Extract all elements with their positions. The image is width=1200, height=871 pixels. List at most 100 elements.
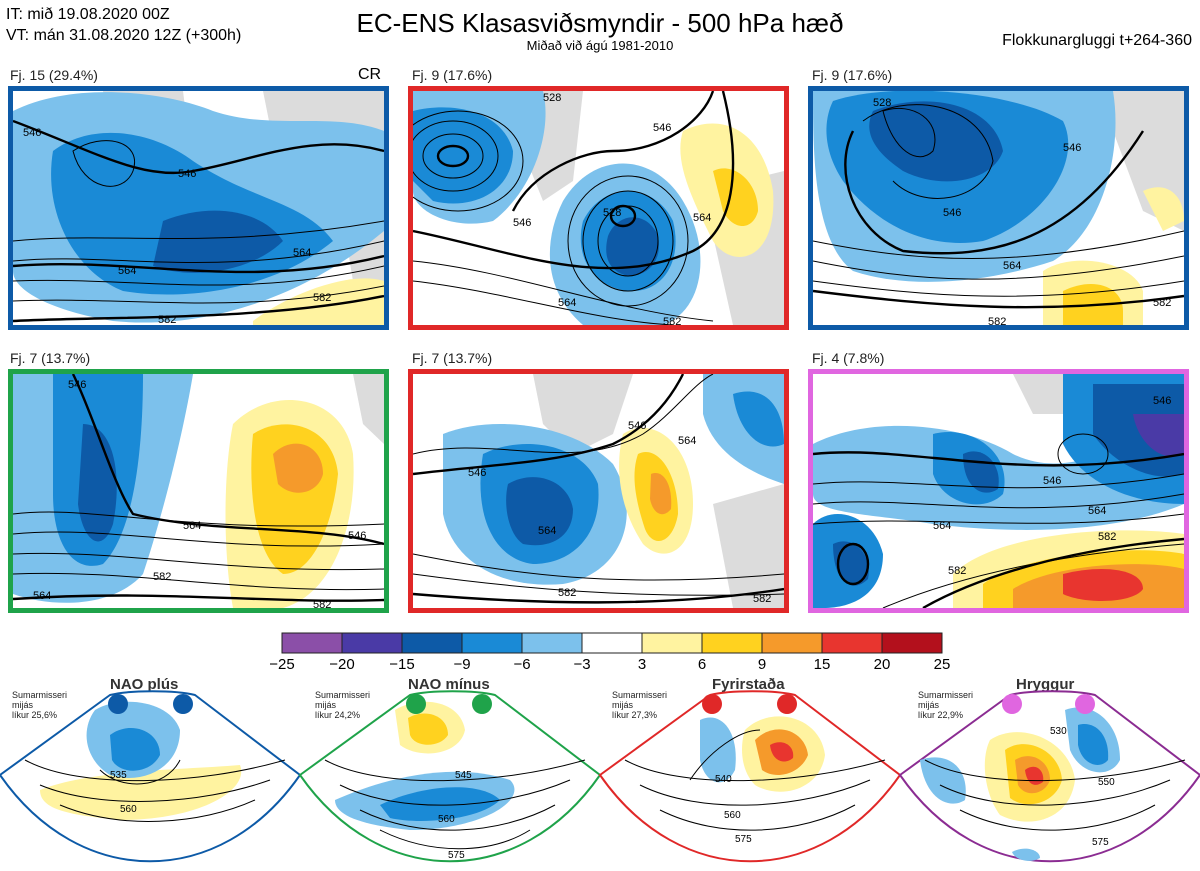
contour-label: 540 [715, 774, 732, 785]
colorbar-cell [401, 632, 463, 654]
panel-label-6: Fj. 4 (7.8%) [812, 350, 885, 366]
cluster-map-3: 528 546 546 564 582 582 [808, 86, 1189, 330]
colorbar-cell [821, 632, 883, 654]
contour-label: 575 [735, 834, 752, 845]
contour-label: 582 [753, 593, 771, 605]
valid-time: VT: mán 31.08.2020 12Z (+300h) [6, 27, 242, 44]
contour-label: 564 [1003, 260, 1021, 272]
colorbar-cell [641, 632, 703, 654]
contour-label: 564 [293, 247, 311, 259]
contour-label: 582 [158, 314, 176, 325]
contour-label: 546 [178, 168, 196, 180]
colorbar-tick-label: 15 [813, 656, 831, 673]
regime-maps: 535 560 545 560 575 540 560 575 [0, 690, 1200, 863]
contour-label: 528 [603, 207, 621, 219]
contour-label: 582 [313, 599, 331, 608]
contour-label: 564 [538, 525, 556, 537]
contour-label: 530 [1050, 726, 1067, 737]
panel-label-1: Fj. 15 (29.4%) [10, 67, 98, 83]
regime-map-nao-plus: 535 560 [0, 690, 302, 863]
color-scale-bar [280, 632, 944, 659]
contour-label: 545 [455, 770, 472, 781]
header-info: IT: mið 19.08.2020 00Z VT: mán 31.08.202… [6, 4, 241, 46]
contour-label: 550 [1098, 777, 1115, 788]
regime-title-ridge: Hryggur [1016, 676, 1075, 693]
cluster-map-1: 546 546 564 564 582 582 [8, 86, 389, 330]
init-time: IT: mið 19.08.2020 00Z [6, 6, 170, 23]
regime-dot [1002, 694, 1022, 714]
contour-label: 546 [1043, 475, 1061, 487]
contour-label: 546 [468, 467, 486, 479]
regime-title-nao-minus: NAO mínus [408, 676, 490, 693]
cluster-map-6: 546 546 564 564 582 582 [808, 369, 1189, 613]
panel-label-2: Fj. 9 (17.6%) [412, 67, 493, 83]
regime-dot [173, 694, 193, 714]
colorbar-cell [341, 632, 403, 654]
colorbar-cell [701, 632, 763, 654]
panel-label-3: Fj. 9 (17.6%) [812, 67, 893, 83]
contour-label: 582 [1098, 531, 1116, 543]
cluster-map-5: 546 546 564 564 582 582 [408, 369, 789, 613]
contour-label: 528 [873, 97, 891, 109]
contour-label: 564 [118, 265, 136, 277]
colorbar-tick-label: 20 [873, 656, 891, 673]
colorbar-cell [761, 632, 823, 654]
contour-label: 564 [1088, 505, 1106, 517]
contour-label: 535 [110, 770, 127, 781]
regime-info-1: Sumarmisseri mijás líkur 25,6% [12, 690, 68, 720]
regime-dot [777, 694, 797, 714]
regime-dot [702, 694, 722, 714]
regime-map-blocking: 540 560 575 [598, 690, 902, 863]
colorbar-tick-label: 25 [933, 656, 951, 673]
contour-label: 582 [988, 316, 1006, 325]
colorbar-tick-label: 3 [637, 656, 647, 673]
page-title: EC-ENS Klasasviðsmyndir - 500 hPa hæð [356, 8, 844, 38]
colorbar-tick-label: −3 [573, 656, 591, 673]
regime-dot [472, 694, 492, 714]
regime-dot [406, 694, 426, 714]
contour-label: 564 [678, 435, 696, 447]
contour-label: 546 [943, 207, 961, 219]
contour-label: 564 [933, 520, 951, 532]
colorbar-cell [581, 632, 643, 654]
contour-label: 546 [1063, 142, 1081, 154]
contour-label: 582 [153, 571, 171, 583]
panel-tag-cr: CR [358, 66, 382, 83]
regime-title-blocking: Fyrirstaða [712, 676, 785, 693]
contour-labels: 546 546 564 564 582 582 [23, 127, 331, 325]
contour-label: 546 [1153, 395, 1171, 407]
contour-label: 546 [628, 420, 646, 432]
regime-info-3: Sumarmisseri mijás líkur 27,3% [612, 690, 668, 720]
contour-label: 582 [558, 587, 576, 599]
contour-label: 582 [313, 292, 331, 304]
colorbar-tick-label: −25 [269, 656, 295, 673]
contour-label: 564 [558, 297, 576, 309]
contour-label: 582 [663, 316, 681, 325]
contour-label: 560 [120, 804, 137, 815]
contour-label: 528 [543, 92, 561, 104]
panel-label-5: Fj. 7 (13.7%) [412, 350, 493, 366]
regime-map-nao-minus: 545 560 575 [298, 690, 602, 863]
contour-label: 546 [348, 530, 366, 542]
classification-window: Flokkunargluggi t+264-360 [1002, 32, 1192, 49]
cluster-map-4: 546 546 564 564 582 582 [8, 369, 389, 613]
contour-label: 575 [1092, 837, 1109, 848]
contour-label: 560 [724, 810, 741, 821]
colorbar-cell [461, 632, 523, 654]
contour-label: 582 [948, 565, 966, 577]
colorbar-cell [881, 632, 943, 654]
contour-label: 546 [23, 127, 41, 139]
colorbar-tick-label: −9 [453, 656, 471, 673]
regime-dot [108, 694, 128, 714]
contour-label: 564 [183, 520, 201, 532]
colorbar-tick-label: −15 [389, 656, 415, 673]
contour-label: 564 [693, 212, 711, 224]
contour-label: 582 [1153, 297, 1171, 309]
contour-label: 546 [68, 379, 86, 391]
contour-label: 546 [653, 122, 671, 134]
regime-title-nao-plus: NAO plús [110, 676, 179, 693]
regime-info-2: Sumarmisseri mijás líkur 24,2% [315, 690, 371, 720]
contour-label: 560 [438, 814, 455, 825]
panel-label-4: Fj. 7 (13.7%) [10, 350, 91, 366]
contour-label: 564 [33, 590, 51, 602]
